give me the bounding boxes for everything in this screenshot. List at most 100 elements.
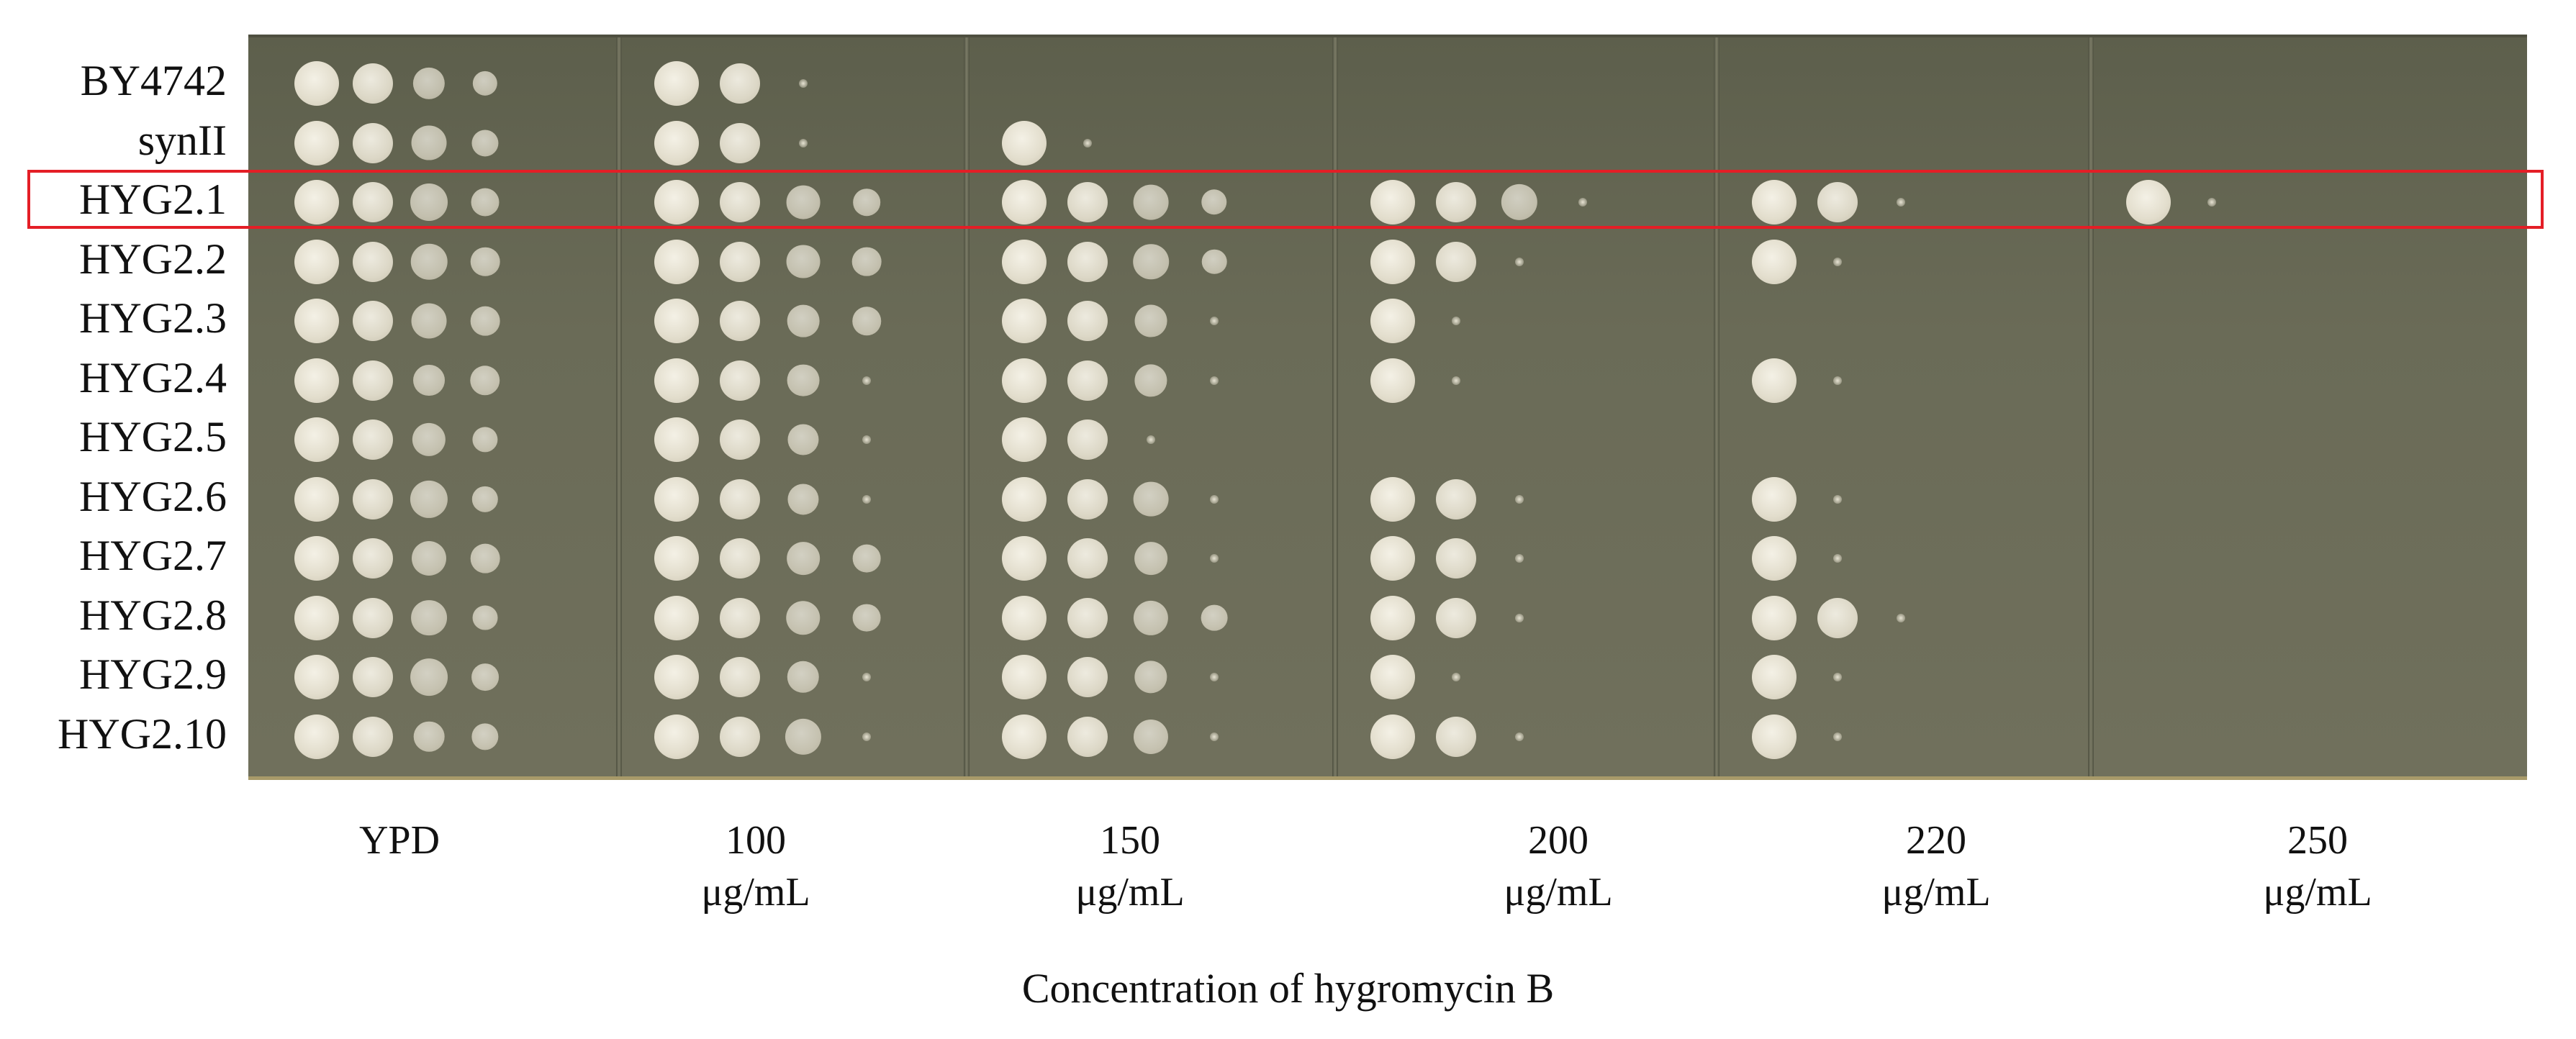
colony-spot: [294, 536, 339, 581]
colony-spot: [1002, 476, 1047, 522]
colony-spot: [785, 718, 822, 755]
colony-spot: [412, 541, 446, 576]
condition-label: YPD: [270, 815, 529, 866]
colony-spot: [720, 301, 760, 341]
colony-spot: [294, 655, 339, 699]
condition-unit: μg/mL: [1504, 870, 1613, 915]
colony-spot: [654, 417, 699, 462]
colony-spot: [1002, 595, 1047, 640]
colony-spot: [1134, 542, 1167, 575]
colony-spot: [2126, 180, 2171, 224]
colony-spot: [654, 61, 699, 106]
colony-spot: [654, 536, 699, 581]
colony-spot: [353, 301, 393, 341]
colony-spot: [852, 604, 881, 632]
colony-speck: [1515, 554, 1524, 563]
colony-speck: [862, 435, 871, 444]
colony-spot: [1067, 360, 1108, 401]
colony-spot: [412, 422, 446, 457]
colony-spot: [654, 655, 699, 699]
colony-spot: [1436, 538, 1476, 579]
condition-unit: μg/mL: [2263, 870, 2372, 915]
colony-spot: [1133, 184, 1169, 220]
colony-spot: [654, 358, 699, 403]
colony-spot: [471, 722, 499, 750]
plate-divider: [616, 37, 622, 776]
colony-spot: [1752, 239, 1797, 284]
colony-spot: [786, 245, 821, 278]
colony-spot: [720, 63, 760, 104]
colony-spot: [853, 189, 880, 216]
colony-spot: [353, 122, 393, 163]
colony-spot: [1752, 655, 1797, 699]
colony-spot: [852, 307, 881, 335]
colony-spot: [411, 303, 447, 339]
colony-speck: [862, 673, 871, 681]
colony-spot: [1002, 417, 1047, 462]
colony-spot: [1370, 595, 1415, 640]
colony-spot: [1002, 655, 1047, 699]
colony-spot: [720, 538, 760, 579]
colony-speck: [1833, 732, 1842, 741]
colony-spot: [787, 661, 820, 694]
plate-divider: [964, 37, 970, 776]
colony-spot: [1201, 249, 1227, 274]
colony-speck: [862, 376, 871, 385]
colony-spot: [294, 239, 339, 284]
colony-speck: [862, 494, 871, 504]
colony-spot: [1134, 363, 1167, 397]
colony-spot: [786, 185, 821, 219]
condition-name: YPD: [358, 818, 440, 863]
colony-spot: [1067, 716, 1108, 757]
agar-plate: [248, 35, 2527, 780]
colony-spot: [410, 243, 448, 280]
colony-spot: [470, 247, 500, 276]
colony-spot: [1067, 538, 1108, 579]
colony-speck: [1210, 376, 1219, 385]
plate-divider: [1714, 37, 1719, 776]
colony-spot: [1067, 657, 1108, 697]
colony-speck: [1897, 613, 1905, 622]
colony-spot: [353, 419, 393, 460]
highlight-box-hyg2-1: [27, 170, 2544, 229]
colony-spot: [353, 716, 393, 757]
colony-speck: [1833, 494, 1842, 504]
colony-spot: [413, 721, 445, 752]
colony-speck: [1210, 494, 1219, 504]
colony-spot: [654, 299, 699, 343]
colony-spot: [413, 364, 445, 396]
colony-spot: [720, 657, 760, 697]
colony-speck: [1210, 317, 1219, 325]
colony-spot: [472, 605, 498, 630]
colony-spot: [720, 419, 760, 460]
colony-spot: [411, 125, 447, 160]
colony-spot: [411, 599, 447, 636]
colony-spot: [1002, 358, 1047, 403]
colony-spot: [472, 427, 498, 453]
colony-spot: [720, 122, 760, 163]
colony-spot: [1370, 536, 1415, 581]
colony-spot: [1067, 597, 1108, 638]
condition-label: 100 μg/mL: [626, 815, 885, 918]
colony-spot: [1752, 595, 1797, 640]
colony-spot: [294, 476, 339, 522]
colony-speck: [1578, 198, 1587, 207]
colony-spot: [1002, 536, 1047, 581]
colony-spot: [410, 658, 448, 696]
colony-speck: [799, 79, 808, 88]
condition-label: 250 μg/mL: [2188, 815, 2447, 918]
colony-spot: [1002, 180, 1047, 224]
colony-spot: [1370, 476, 1415, 522]
colony-spot: [1133, 600, 1169, 635]
colony-spot: [1752, 714, 1797, 759]
colony-spot: [654, 595, 699, 640]
colony-spot: [294, 714, 339, 759]
x-axis-title: Concentration of hygromycin B: [1021, 965, 1555, 1012]
colony-spot: [1002, 714, 1047, 759]
colony-spot: [720, 597, 760, 638]
colony-spot: [294, 595, 339, 640]
colony-spot: [1134, 304, 1167, 337]
colony-speck: [1833, 257, 1842, 266]
colony-spot: [294, 358, 339, 403]
condition-label: 220 μg/mL: [1807, 815, 2066, 918]
